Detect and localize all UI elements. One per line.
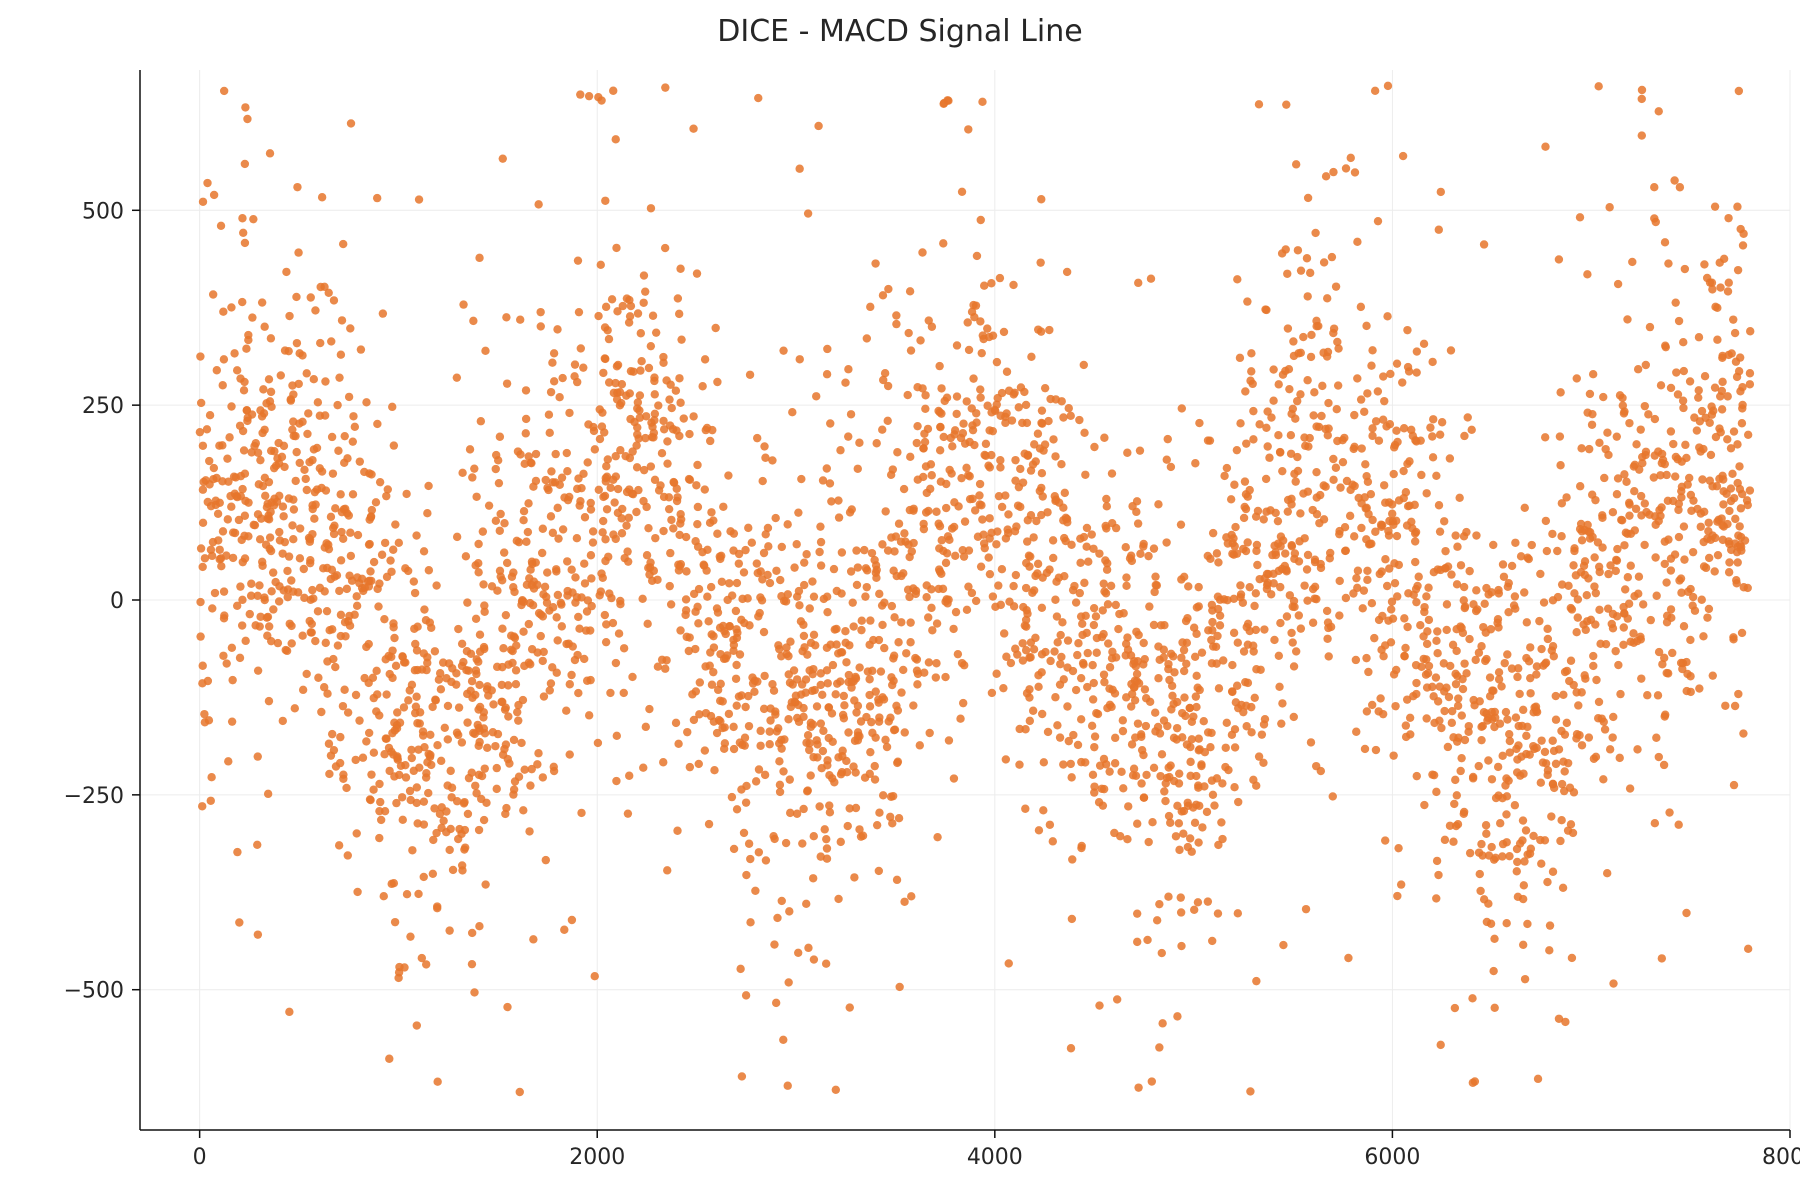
- y-tick-label: 0: [110, 589, 124, 614]
- x-tick-label: 2000: [569, 1145, 625, 1170]
- y-tick-label: 500: [82, 199, 124, 224]
- y-tick-label: −500: [64, 979, 124, 1004]
- x-tick-label: 0: [193, 1145, 207, 1170]
- chart-container: DICE - MACD Signal Line 0200040006000800…: [0, 0, 1800, 1200]
- scatter-series: [196, 82, 1755, 1097]
- y-tick-label: −250: [64, 784, 124, 809]
- y-tick-label: 250: [82, 394, 124, 419]
- x-tick-label: 8000: [1762, 1145, 1800, 1170]
- scatter-plot: 0 2000 4000 6000 8000 −500 −250 0 250 500: [0, 0, 1800, 1200]
- x-tick-label: 4000: [967, 1145, 1023, 1170]
- x-tick-label: 6000: [1364, 1145, 1420, 1170]
